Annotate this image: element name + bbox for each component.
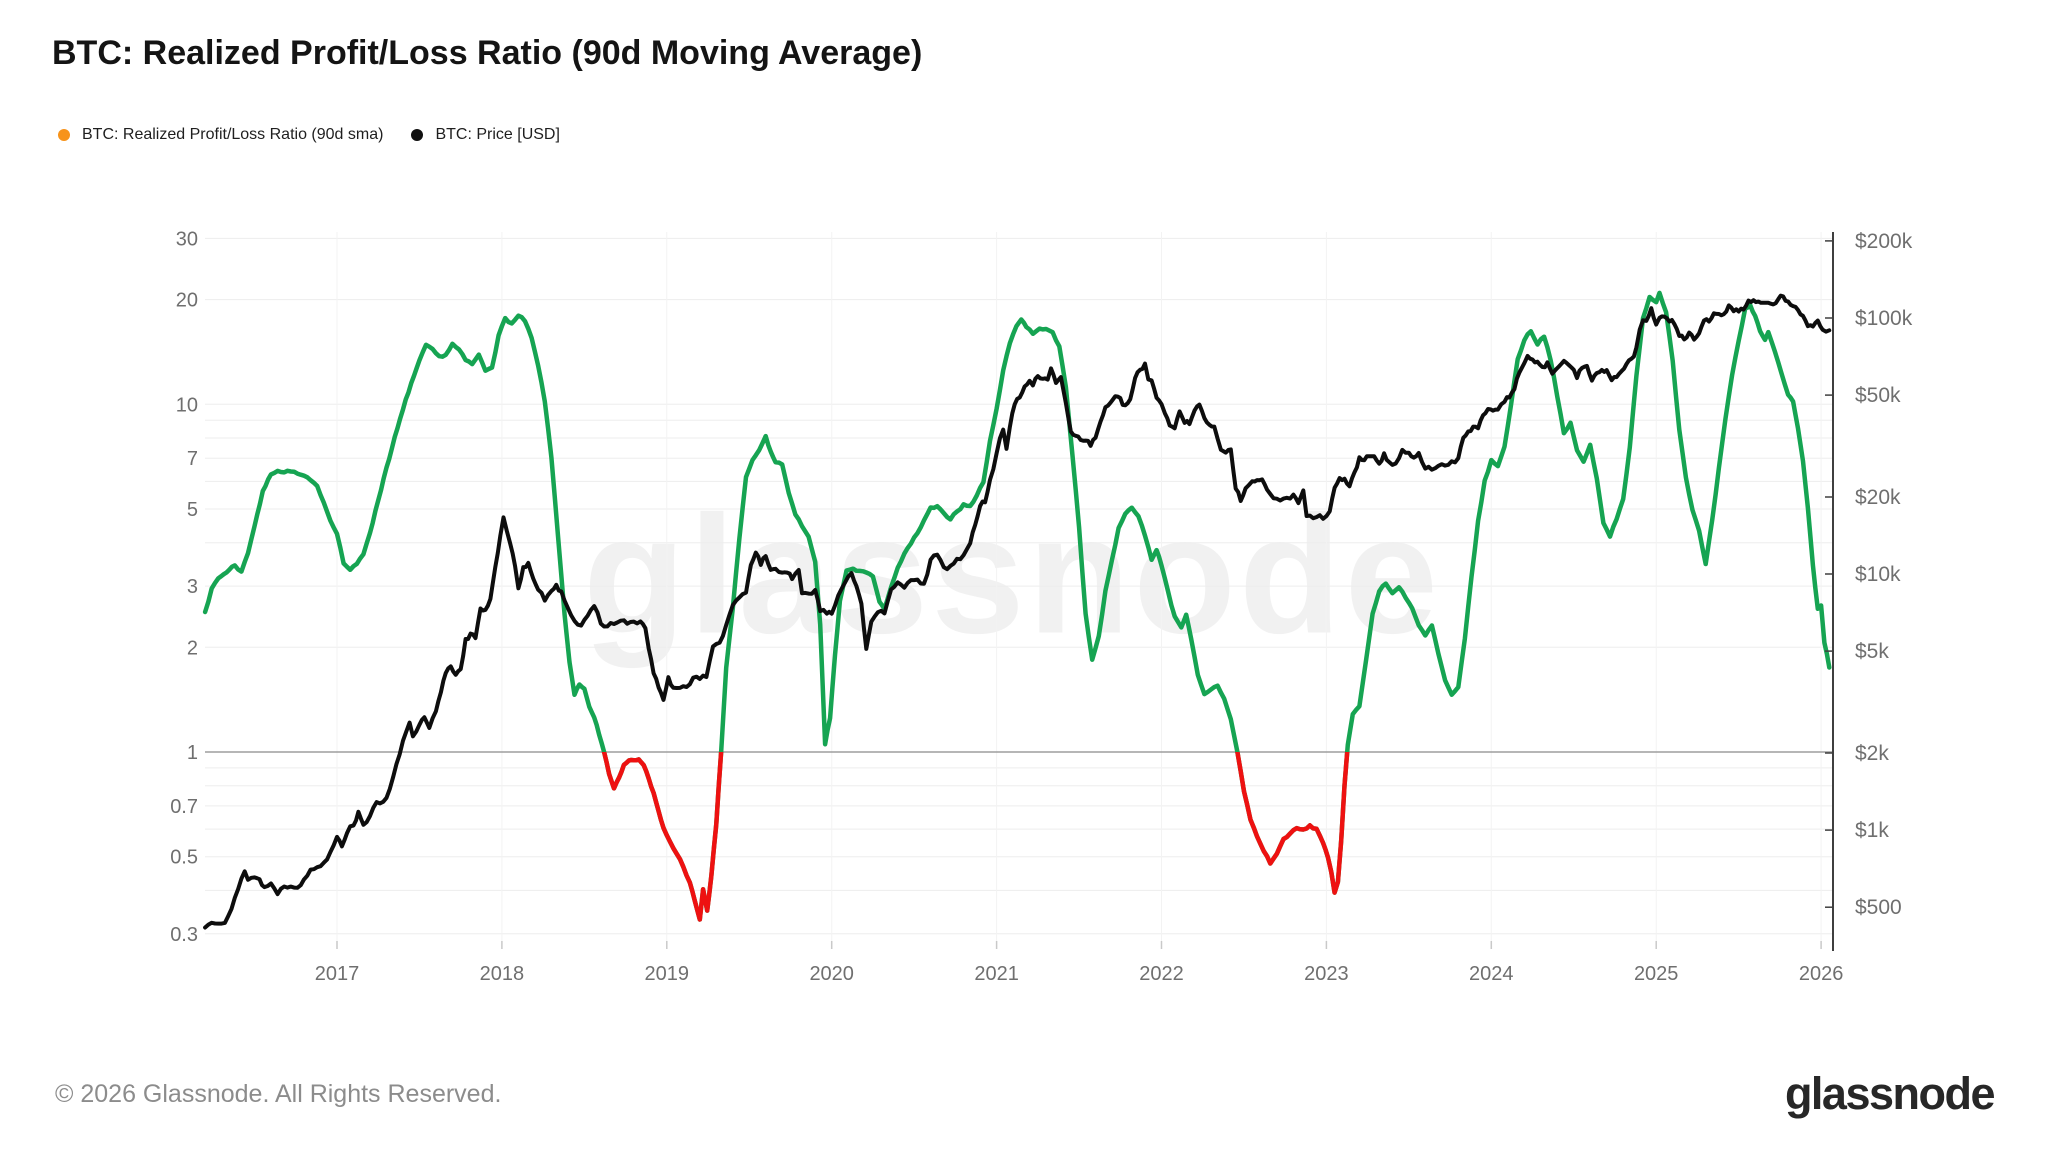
legend-item-price[interactable]: BTC: Price [USD]	[411, 126, 560, 144]
right-axis-label-$5k: $5k	[1855, 640, 1889, 663]
x-axis-label-2017: 2017	[315, 963, 360, 985]
x-axis-label-2025: 2025	[1634, 963, 1679, 985]
legend-item-ratio-label: BTC: Realized Profit/Loss Ratio (90d sma…	[82, 126, 384, 143]
right-axis-label-$100k: $100k	[1855, 307, 1913, 330]
left-axis-label-5: 5	[187, 499, 198, 521]
legend-item-ratio[interactable]: BTC: Realized Profit/Loss Ratio (90d sma…	[58, 126, 383, 144]
legend-item-price-label: BTC: Price [USD]	[435, 126, 560, 143]
ratio-series-dot-icon	[58, 129, 70, 141]
copyright-text: © 2026 Glassnode. All Rights Reserved.	[55, 1080, 502, 1108]
left-axis-label-20: 20	[176, 290, 198, 312]
left-axis-label-30: 30	[176, 228, 198, 250]
glassnode-logo: glassnode	[1784, 1068, 1996, 1119]
price-series-dot-icon	[411, 129, 424, 141]
right-axis-label-$50k: $50k	[1855, 384, 1901, 407]
x-axis-label-2021: 2021	[974, 963, 1019, 985]
left-axis-label-0.7: 0.7	[170, 796, 198, 818]
right-axis-label-$2k: $2k	[1855, 742, 1889, 765]
x-axis-label-2018: 2018	[480, 963, 525, 985]
right-axis-label-$1k: $1k	[1855, 819, 1889, 842]
left-axis-label-7: 7	[187, 448, 198, 470]
ratio-line	[202, 290, 1832, 922]
right-axis-label-$500: $500	[1855, 896, 1902, 919]
legend: BTC: Realized Profit/Loss Ratio (90d sma…	[58, 126, 560, 144]
left-axis-label-2: 2	[187, 637, 198, 659]
right-axis-label-$10k: $10k	[1855, 563, 1901, 586]
price-line	[203, 293, 1832, 930]
glassnode-watermark: glassnode	[583, 479, 1441, 672]
left-axis-label-1: 1	[187, 742, 198, 764]
x-axis-label-2024: 2024	[1469, 963, 1514, 985]
x-axis-label-2026: 2026	[1799, 963, 1844, 985]
left-axis-label-0.5: 0.5	[170, 847, 198, 869]
x-axis-label-2023: 2023	[1304, 963, 1349, 985]
right-axis-label-$20k: $20k	[1855, 486, 1901, 509]
left-axis-label-3: 3	[187, 576, 198, 598]
x-axis-label-2019: 2019	[645, 963, 690, 985]
x-axis-label-2022: 2022	[1139, 963, 1184, 985]
left-axis-label-0.3: 0.3	[170, 924, 198, 946]
x-axis-label-2020: 2020	[809, 963, 854, 985]
page-title: BTC: Realized Profit/Loss Ratio (90d Mov…	[52, 34, 923, 72]
left-axis-label-10: 10	[176, 394, 198, 416]
chart-plot-area[interactable]	[205, 232, 1833, 941]
right-axis-label-$200k: $200k	[1855, 230, 1913, 253]
